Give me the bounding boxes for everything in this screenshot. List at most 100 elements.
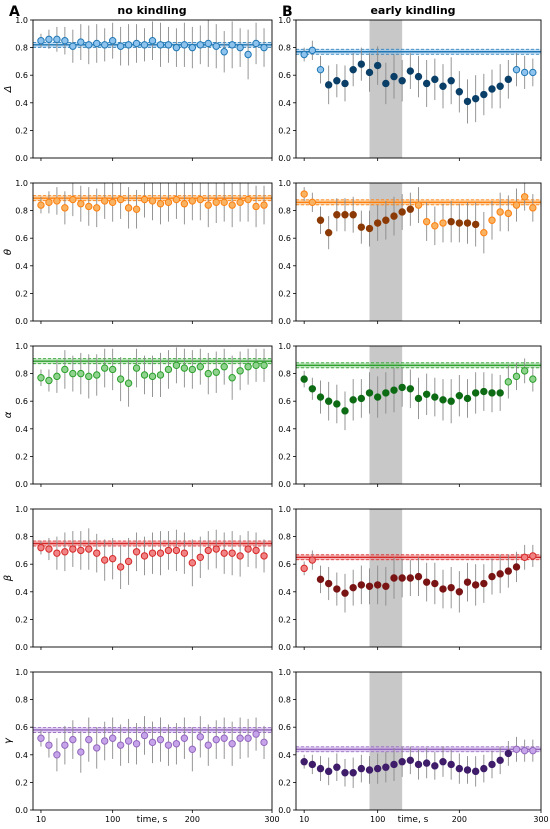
- highlight-window: [369, 346, 403, 484]
- y-tick-label: 0.2: [15, 126, 28, 135]
- data-point: [37, 37, 45, 45]
- y-tick-label: 0.8: [15, 696, 28, 705]
- y-tick-label: 0.2: [278, 615, 291, 624]
- y-tick-label: 1.0: [278, 16, 291, 25]
- data-point: [61, 37, 69, 45]
- data-point: [53, 197, 61, 205]
- row-label: α: [3, 411, 14, 418]
- data-point: [260, 738, 268, 747]
- data-point: [37, 374, 45, 382]
- data-point: [463, 766, 472, 774]
- data-point: [447, 397, 455, 405]
- data-point: [488, 572, 496, 581]
- y-tick-label: 1.0: [15, 342, 28, 351]
- data-point: [349, 583, 357, 592]
- subplot-3-early-kindling: 0.0 0.2 0.4 0.6 0.8 1.0: [278, 342, 542, 489]
- data-point: [316, 575, 325, 584]
- data-point: [488, 216, 496, 224]
- data-point: [365, 224, 374, 233]
- data-point: [188, 559, 197, 567]
- data-point: [480, 90, 488, 99]
- y-tick-label: 0.4: [278, 751, 291, 760]
- data-point: [414, 760, 423, 769]
- data-point: [529, 204, 537, 212]
- y-tick-label: 0.6: [15, 560, 28, 569]
- y-tick-label: 0.8: [278, 207, 291, 216]
- axes-frame: [32, 345, 273, 485]
- data-point: [61, 365, 69, 374]
- data-point: [204, 369, 212, 378]
- data-point: [512, 372, 521, 381]
- data-point: [439, 82, 447, 90]
- data-point: [220, 734, 228, 742]
- data-point: [172, 740, 181, 748]
- data-point: [365, 68, 374, 77]
- highlight-window: [369, 672, 403, 810]
- data-point: [45, 198, 53, 207]
- x-tick-label: 100: [105, 815, 120, 824]
- data-point: [463, 219, 472, 227]
- data-point: [132, 740, 141, 748]
- data-point: [108, 734, 117, 742]
- subplot-1-early-kindling: 0.0 0.2 0.4 0.6 0.8 1.0: [278, 16, 542, 163]
- data-point: [504, 749, 513, 758]
- x-tick-label: 10: [36, 815, 46, 824]
- axes-frame: [295, 508, 542, 648]
- data-point: [156, 735, 165, 744]
- data-point: [300, 564, 308, 573]
- data-point: [93, 204, 101, 212]
- data-point: [45, 376, 53, 385]
- data-point: [349, 211, 357, 219]
- y-tick-label: 0.2: [15, 289, 28, 298]
- data-point: [116, 375, 125, 383]
- data-point: [496, 208, 504, 216]
- data-point: [85, 372, 93, 381]
- y-tick-label: 0.2: [278, 126, 291, 135]
- data-point: [140, 195, 149, 204]
- x-tick-label: 300: [264, 815, 279, 824]
- data-point: [244, 545, 252, 553]
- data-point: [529, 68, 537, 77]
- y-tick-label: 0.8: [15, 533, 28, 542]
- y-tick-label: 0.4: [278, 425, 291, 434]
- data-point: [220, 48, 228, 56]
- y-tick-label: 0.2: [278, 289, 291, 298]
- data-point: [93, 549, 101, 557]
- data-point: [333, 77, 341, 85]
- data-point: [504, 378, 513, 386]
- data-point: [398, 77, 406, 85]
- data-point: [148, 738, 157, 747]
- y-tick-label: 0.6: [278, 234, 291, 243]
- data-point: [252, 546, 260, 555]
- data-point: [124, 204, 133, 212]
- data-point: [529, 375, 537, 383]
- x-tick-label: 10: [299, 815, 309, 824]
- data-point: [406, 574, 415, 582]
- data-point: [228, 201, 236, 209]
- subplot-4-early-kindling: 0.0 0.2 0.4 0.6 0.8 1.0: [278, 505, 542, 652]
- data-point: [172, 43, 181, 52]
- y-tick-label: 0.0: [278, 317, 291, 326]
- data-point: [357, 581, 366, 589]
- y-tick-label: 0.8: [278, 370, 291, 379]
- x-tick-label: 200: [452, 815, 467, 824]
- y-tick-label: 0.2: [15, 615, 28, 624]
- data-point: [382, 763, 390, 771]
- data-point: [504, 75, 513, 84]
- data-point: [148, 37, 157, 45]
- column-title-early-kindling: early kindling: [370, 4, 455, 17]
- data-point: [244, 195, 252, 204]
- data-point: [172, 361, 181, 370]
- data-point: [439, 585, 447, 593]
- y-tick-label: 0.6: [278, 723, 291, 732]
- data-point: [365, 766, 374, 774]
- y-tick-label: 0.6: [278, 71, 291, 80]
- data-point: [260, 43, 268, 52]
- data-point: [520, 746, 529, 755]
- data-point: [316, 216, 325, 224]
- data-point: [53, 372, 61, 381]
- data-point: [212, 198, 220, 207]
- y-tick-label: 0.4: [15, 262, 28, 271]
- data-point: [188, 365, 197, 374]
- data-point: [373, 764, 382, 773]
